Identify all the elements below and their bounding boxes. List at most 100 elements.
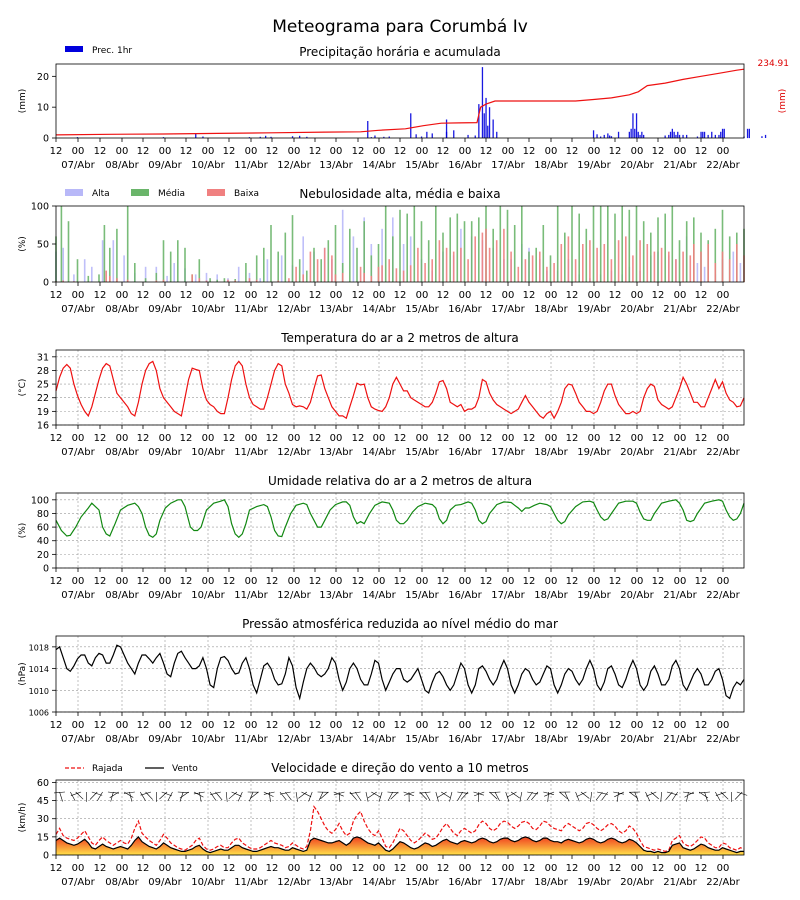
bar-precip — [291, 136, 294, 138]
plot-frame — [55, 63, 745, 139]
bar-média — [384, 206, 387, 282]
x-hour-label: 00 — [245, 863, 258, 874]
x-date-label: 11/Abr — [234, 447, 268, 458]
x-hour-label: 12 — [480, 863, 493, 874]
wind-direction-arrow — [268, 791, 271, 802]
y-tick-label: 45 — [37, 796, 49, 807]
bar-média — [621, 206, 623, 282]
x-hour-label: 12 — [652, 290, 665, 301]
x-hour-label: 00 — [717, 146, 730, 157]
bar-precip — [707, 134, 709, 138]
bar-baixa — [377, 266, 380, 282]
x-date-label: 10/Abr — [191, 590, 225, 601]
x-hour-label: 00 — [631, 720, 644, 731]
x-hour-label: 12 — [566, 863, 579, 874]
wind-direction-arrow — [494, 791, 500, 802]
bar-precip — [682, 134, 684, 138]
wind-direction-arrow — [378, 791, 383, 802]
bar-média — [456, 213, 459, 282]
wind-direction-arrow — [371, 791, 381, 798]
wind-direction-arrow — [225, 791, 228, 802]
bar-média — [564, 232, 566, 282]
bar-média — [363, 221, 365, 282]
x-date-label: 20/Abr — [620, 160, 654, 171]
x-date-label: 20/Abr — [620, 590, 654, 601]
x-hour-label: 00 — [202, 576, 215, 587]
bar-precip — [632, 113, 634, 138]
y-tick-label: 22 — [37, 393, 49, 404]
bar-alta — [381, 228, 383, 282]
wind-direction-arrow — [660, 791, 662, 802]
bar-média — [657, 217, 659, 282]
legend-swatch-cloud — [207, 189, 225, 196]
x-hour-label: 00 — [545, 146, 558, 157]
legend-label: Alta — [92, 189, 110, 199]
bar-alta — [259, 278, 261, 282]
x-hour-label: 12 — [695, 576, 708, 587]
bar-precip — [678, 134, 681, 138]
x-hour-label: 12 — [695, 290, 708, 301]
bar-baixa — [227, 279, 229, 282]
x-hour-label: 00 — [72, 720, 85, 731]
wind-direction-arrow — [298, 791, 308, 799]
bar-baixa — [524, 259, 527, 282]
x-date-label: 11/Abr — [234, 877, 268, 888]
wind-direction-arrow — [601, 791, 609, 801]
x-hour-label: 12 — [566, 433, 579, 444]
bar-baixa — [191, 274, 193, 282]
bar-média — [169, 251, 172, 282]
bar-média — [528, 251, 530, 282]
chart-panel-0: Precipitação horária e acumulada 0 10 20 (mm… — [18, 45, 789, 171]
bar-baixa — [277, 280, 279, 282]
bar-baixa — [155, 280, 158, 282]
x-hour-label: 00 — [588, 290, 601, 301]
x-date-label: 21/Abr — [663, 447, 697, 458]
x-date-label: 19/Abr — [577, 877, 611, 888]
humidity-line — [55, 499, 745, 539]
bar-média — [263, 247, 265, 282]
x-hour-label: 12 — [266, 576, 279, 587]
bar-precip — [630, 128, 632, 139]
x-hour-label: 00 — [159, 863, 172, 874]
x-date-label: 19/Abr — [577, 590, 611, 601]
x-hour-label: 12 — [609, 433, 622, 444]
bar-média — [442, 232, 444, 282]
bar-precip — [248, 137, 251, 138]
bar-precip — [711, 131, 713, 138]
x-date-label: 12/Abr — [277, 304, 311, 315]
bar-baixa — [736, 244, 738, 282]
x-date-label: 13/Abr — [319, 877, 353, 888]
bar-média — [298, 259, 301, 282]
bar-alta — [83, 259, 86, 282]
x-hour-label: 12 — [523, 576, 536, 587]
bar-baixa — [309, 251, 312, 282]
bar-baixa — [116, 278, 118, 282]
bar-precip — [639, 134, 641, 138]
wind-direction-arrow — [590, 791, 593, 802]
bar-média — [60, 206, 63, 282]
bar-baixa — [334, 274, 337, 282]
x-hour-label: 00 — [631, 146, 644, 157]
bar-precip — [487, 125, 489, 138]
x-hour-label: 12 — [223, 290, 236, 301]
x-hour-label: 12 — [223, 433, 236, 444]
x-hour-label: 00 — [502, 576, 515, 587]
wind-direction-arrow — [295, 791, 298, 802]
bar-baixa — [639, 240, 641, 282]
chart-panel-2: Temperatura do ar a 2 metros de altura 16… — [18, 331, 745, 458]
x-hour-label: 00 — [373, 720, 386, 731]
wind-direction-arrow — [123, 791, 135, 794]
x-hour-label: 00 — [373, 863, 386, 874]
bar-média — [650, 232, 652, 282]
chart-panel-3: Umidade relativa do ar a 2 metros de alt… — [18, 474, 745, 601]
wind-direction-arrow — [531, 791, 539, 801]
y-tick-label: 1018 — [29, 643, 49, 652]
bar-baixa — [288, 278, 290, 282]
x-date-label: 12/Abr — [277, 877, 311, 888]
wind-direction-arrow — [580, 791, 590, 799]
x-date-label: 17/Abr — [491, 734, 525, 745]
x-hour-label: 00 — [416, 146, 429, 157]
y-tick-label: 0 — [43, 851, 49, 862]
x-hour-label: 00 — [373, 576, 386, 587]
